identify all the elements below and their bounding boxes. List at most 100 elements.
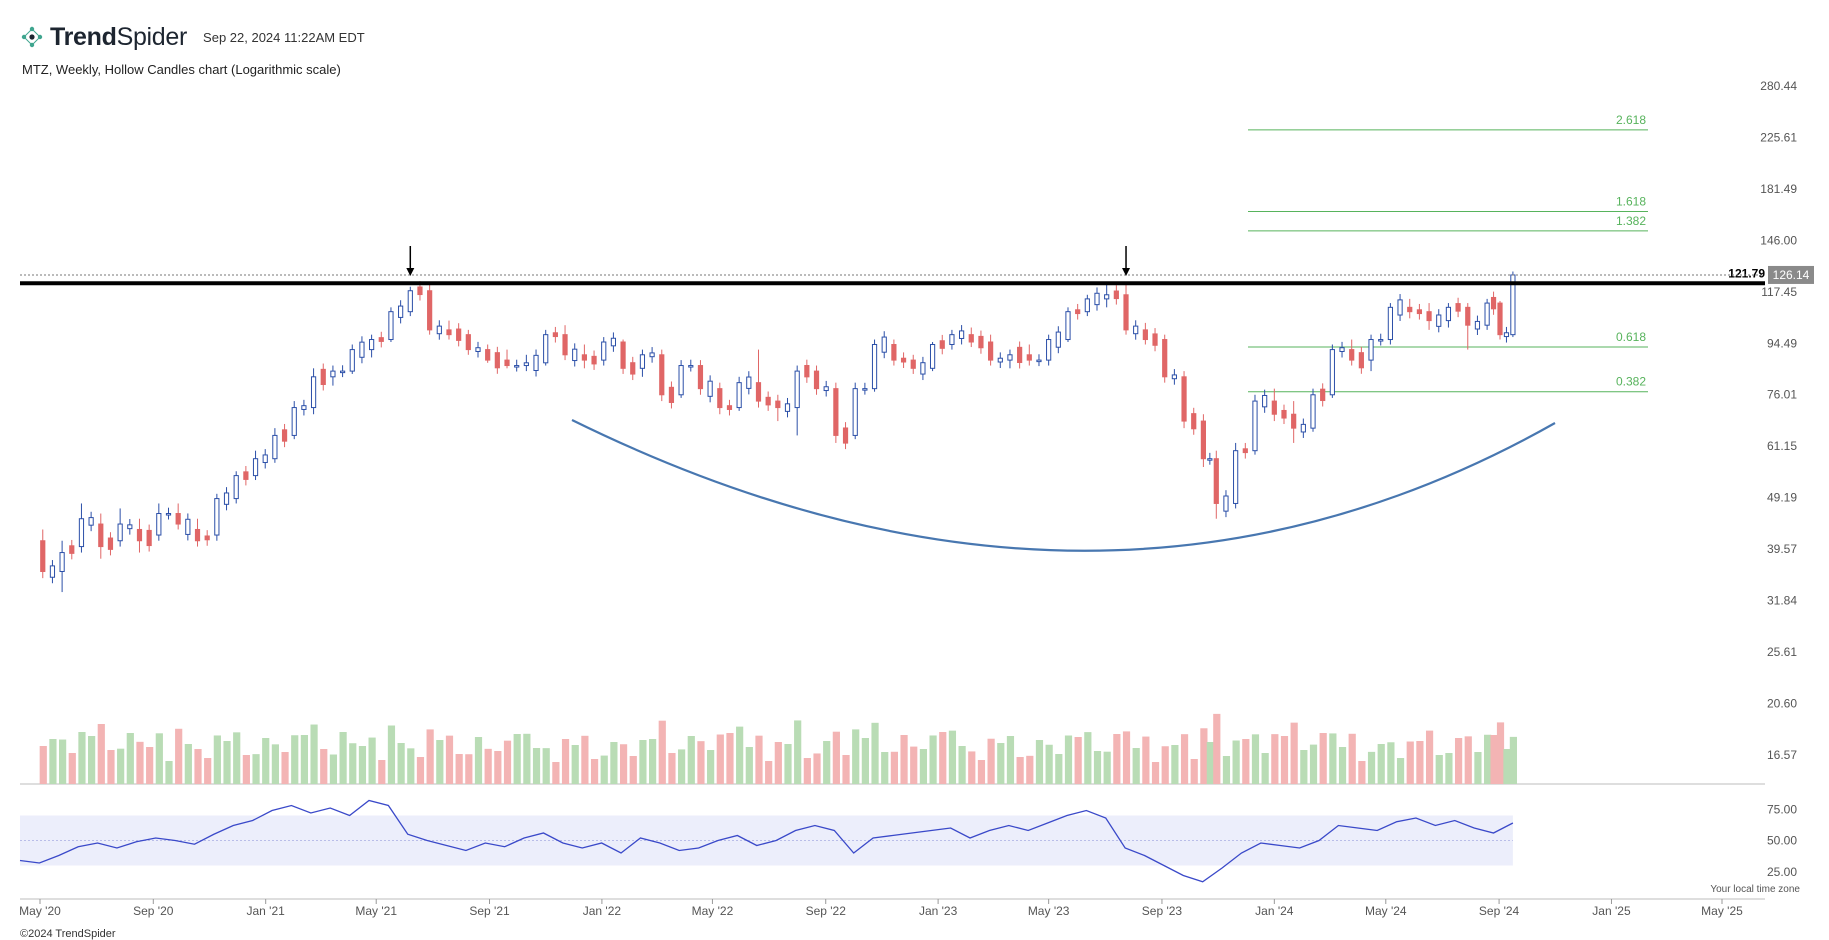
volume-bar (871, 722, 879, 784)
volume-bar (146, 747, 154, 784)
candle-body (49, 565, 56, 578)
volume-bar (900, 735, 908, 784)
candle-body (1084, 298, 1090, 313)
volume-bar (532, 748, 541, 784)
candle-body (823, 386, 829, 392)
candle-body (398, 305, 404, 318)
volume-bar (610, 742, 618, 784)
candle-body (1484, 302, 1490, 326)
candle-body (939, 340, 945, 349)
volume-bar (765, 761, 773, 784)
candle-body (1152, 333, 1158, 346)
candle-body (310, 376, 317, 409)
candle-body (997, 357, 1003, 363)
price-tick-label: 76.01 (1767, 388, 1797, 402)
candle-body (494, 352, 500, 369)
volume-bar (1445, 753, 1453, 784)
brand-name: TrendSpider (50, 22, 188, 51)
volume-bar (1367, 751, 1376, 784)
volume-bar (368, 737, 376, 784)
volume-bar (1232, 740, 1240, 784)
volume-bar (813, 753, 821, 784)
candle-body (301, 405, 307, 410)
candle-body (243, 471, 249, 480)
chart-title: MTZ, Weekly, Hollow Candles chart (Logar… (22, 62, 341, 77)
candle-body (1387, 306, 1393, 341)
volume-bar (1406, 741, 1414, 784)
top-marker-arrow-icon (1122, 268, 1131, 276)
volume-bar (117, 748, 125, 784)
volume-bar (1329, 733, 1337, 784)
volume-bar (513, 734, 521, 784)
candle-body (842, 427, 849, 444)
candle-body (1162, 339, 1168, 378)
volume-bar (262, 738, 270, 784)
volume-bar (503, 740, 512, 784)
volume-bar (1016, 757, 1024, 784)
candle-body (1497, 302, 1503, 336)
candle-body (214, 498, 220, 536)
volume-bar (1377, 744, 1385, 784)
time-tick-label: Jan '25 (1592, 904, 1631, 918)
candle-body (330, 370, 336, 378)
volume-bar (1280, 736, 1289, 784)
volume-bar (987, 738, 995, 784)
candle-body (543, 334, 549, 364)
candle-body (1181, 376, 1187, 422)
volume-bar (233, 732, 241, 784)
volume-bar (349, 743, 357, 784)
candle-body (1465, 306, 1471, 326)
candle-body (1171, 374, 1177, 380)
candle-body (813, 370, 820, 390)
candle-body (1262, 394, 1268, 408)
candle-body (1436, 314, 1442, 327)
candle-body (78, 518, 85, 548)
candle-body (378, 337, 384, 342)
volume-bar (204, 758, 212, 784)
volume-bar (97, 724, 105, 784)
volume-bar (291, 735, 299, 784)
volume-bar (678, 749, 686, 784)
volume-bar (1190, 759, 1198, 784)
volume-bar (126, 733, 134, 784)
candle-body (359, 341, 365, 358)
candle-body (881, 336, 887, 353)
volume-bar (1213, 713, 1221, 784)
candle-body (1271, 400, 1277, 415)
volume-bar (213, 735, 221, 784)
volume-bar (968, 751, 976, 784)
volume-bar (358, 746, 367, 784)
volume-bar (1200, 728, 1208, 784)
candle-body (1142, 329, 1148, 341)
candle-body (1503, 332, 1510, 338)
top-marker-arrow-icon (406, 268, 415, 276)
candle-body (1046, 339, 1052, 361)
volume-bar (794, 720, 802, 784)
volume-bar (774, 742, 782, 784)
volume-bar (1396, 758, 1405, 784)
candle-body (639, 354, 646, 369)
volume-bar (1425, 730, 1434, 784)
volume-bar (1026, 755, 1034, 784)
volume-bar (890, 751, 898, 784)
volume-bar (1132, 748, 1140, 784)
candle-body (988, 341, 994, 361)
volume-bar (1387, 742, 1395, 784)
candle-body (252, 458, 259, 477)
candle-body (436, 325, 442, 335)
volume-bar (1113, 734, 1121, 784)
candle-body (475, 347, 481, 352)
candle-body (1036, 359, 1042, 363)
time-tick-label: Jan '21 (247, 904, 286, 918)
candle-body (417, 286, 423, 296)
candle-body (98, 523, 104, 548)
volume-bar (619, 744, 628, 784)
volume-bar (455, 754, 463, 784)
volume-bar (1496, 722, 1505, 784)
fib-level-label: 0.382 (1616, 375, 1646, 389)
volume-bar (1206, 742, 1214, 784)
candle-body (1094, 292, 1100, 306)
time-tick-label: May '25 (1701, 904, 1743, 918)
candle-body (1200, 420, 1206, 460)
